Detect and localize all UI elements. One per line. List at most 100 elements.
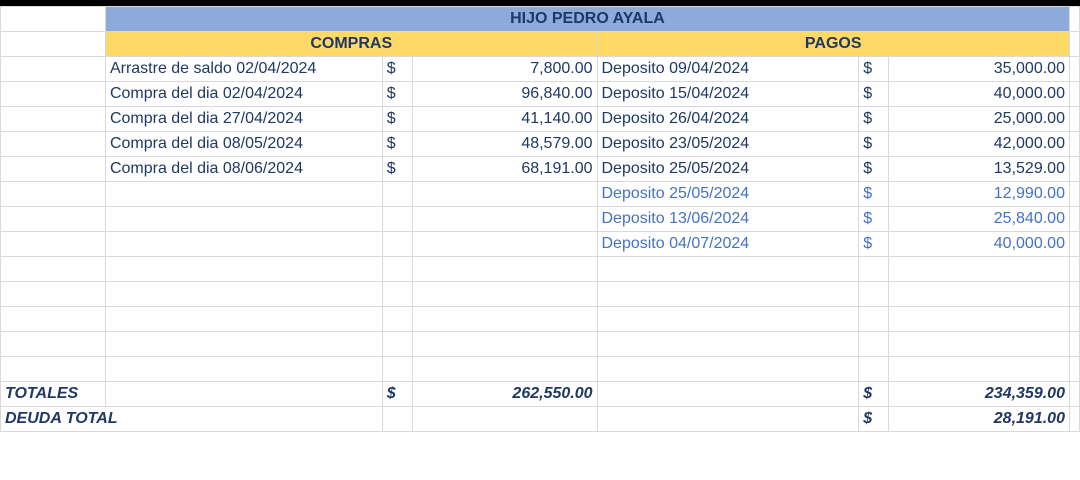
totales-compras-currency[interactable]: $ bbox=[381, 381, 413, 407]
pagos-amount-cell[interactable] bbox=[888, 331, 1070, 357]
pagos-amount-cell[interactable] bbox=[888, 281, 1070, 307]
compras-amount-cell[interactable] bbox=[411, 181, 598, 207]
pagos-amount-cell[interactable]: 40,000.00 bbox=[888, 81, 1070, 107]
row-header-cell[interactable] bbox=[0, 31, 106, 57]
empty-cell[interactable] bbox=[1068, 156, 1080, 182]
totales-label[interactable]: TOTALES bbox=[0, 381, 106, 407]
compras-concept-cell[interactable]: Arrastre de saldo 02/04/2024 bbox=[104, 56, 383, 82]
empty-cell[interactable] bbox=[1068, 6, 1080, 32]
compras-currency-cell[interactable] bbox=[381, 256, 413, 282]
compras-currency-cell[interactable] bbox=[381, 231, 413, 257]
compras-currency-cell[interactable]: $ bbox=[381, 156, 413, 182]
compras-amount-cell[interactable]: 68,191.00 bbox=[411, 156, 598, 182]
empty-cell[interactable] bbox=[1068, 81, 1080, 107]
pagos-currency-cell[interactable] bbox=[858, 256, 890, 282]
totales-pagos-currency[interactable]: $ bbox=[858, 381, 890, 407]
compras-currency-cell[interactable] bbox=[381, 281, 413, 307]
pagos-concept-cell[interactable]: Deposito 15/04/2024 bbox=[596, 81, 860, 107]
pagos-amount-cell[interactable] bbox=[888, 256, 1070, 282]
pagos-currency-cell[interactable]: $ bbox=[858, 131, 890, 157]
deuda-amount[interactable]: 28,191.00 bbox=[888, 406, 1070, 432]
compras-currency-cell[interactable] bbox=[381, 306, 413, 332]
compras-amount-cell[interactable]: 41,140.00 bbox=[411, 106, 598, 132]
compras-header[interactable]: COMPRAS bbox=[104, 31, 598, 57]
pagos-concept-cell[interactable] bbox=[596, 356, 860, 382]
compras-amount-cell[interactable] bbox=[411, 231, 598, 257]
pagos-currency-cell[interactable] bbox=[858, 356, 890, 382]
compras-currency-cell[interactable]: $ bbox=[381, 81, 413, 107]
pagos-concept-cell[interactable] bbox=[596, 331, 860, 357]
compras-concept-cell[interactable] bbox=[104, 231, 383, 257]
pagos-concept-cell[interactable]: Deposito 09/04/2024 bbox=[596, 56, 860, 82]
pagos-concept-cell[interactable]: Deposito 13/06/2024 bbox=[596, 206, 860, 232]
compras-concept-cell[interactable]: Compra del dia 02/04/2024 bbox=[104, 81, 383, 107]
compras-currency-cell[interactable] bbox=[381, 181, 413, 207]
row-header-cell[interactable] bbox=[0, 6, 106, 32]
pagos-amount-cell[interactable]: 25,000.00 bbox=[888, 106, 1070, 132]
compras-amount-cell[interactable] bbox=[411, 356, 598, 382]
compras-amount-cell[interactable]: 96,840.00 bbox=[411, 81, 598, 107]
compras-currency-cell[interactable] bbox=[381, 356, 413, 382]
compras-amount-cell[interactable]: 48,579.00 bbox=[411, 131, 598, 157]
compras-concept-cell[interactable] bbox=[104, 206, 383, 232]
row-header-cell[interactable] bbox=[0, 156, 106, 182]
pagos-concept-cell[interactable]: Deposito 25/05/2024 bbox=[596, 156, 860, 182]
pagos-concept-cell[interactable]: Deposito 25/05/2024 bbox=[596, 181, 860, 207]
empty-cell[interactable] bbox=[1068, 131, 1080, 157]
row-header-cell[interactable] bbox=[0, 356, 106, 382]
pagos-amount-cell[interactable]: 25,840.00 bbox=[888, 206, 1070, 232]
pagos-amount-cell[interactable]: 35,000.00 bbox=[888, 56, 1070, 82]
row-header-cell[interactable] bbox=[0, 106, 106, 132]
compras-amount-cell[interactable] bbox=[411, 281, 598, 307]
pagos-currency-cell[interactable]: $ bbox=[858, 231, 890, 257]
compras-amount-cell[interactable]: 7,800.00 bbox=[411, 56, 598, 82]
totales-pagos-amount[interactable]: 234,359.00 bbox=[888, 381, 1070, 407]
empty-cell[interactable] bbox=[596, 381, 860, 407]
compras-concept-cell[interactable]: Compra del dia 27/04/2024 bbox=[104, 106, 383, 132]
compras-amount-cell[interactable] bbox=[411, 256, 598, 282]
empty-cell[interactable] bbox=[1068, 31, 1080, 57]
empty-cell[interactable] bbox=[1068, 106, 1080, 132]
compras-currency-cell[interactable] bbox=[381, 206, 413, 232]
row-header-cell[interactable] bbox=[0, 231, 106, 257]
pagos-concept-cell[interactable] bbox=[596, 256, 860, 282]
pagos-amount-cell[interactable]: 40,000.00 bbox=[888, 231, 1070, 257]
empty-cell[interactable] bbox=[104, 381, 383, 407]
pagos-amount-cell[interactable] bbox=[888, 306, 1070, 332]
compras-amount-cell[interactable] bbox=[411, 331, 598, 357]
compras-currency-cell[interactable]: $ bbox=[381, 56, 413, 82]
row-header-cell[interactable] bbox=[0, 281, 106, 307]
compras-concept-cell[interactable]: Compra del dia 08/05/2024 bbox=[104, 131, 383, 157]
pagos-concept-cell[interactable] bbox=[596, 281, 860, 307]
empty-cell[interactable] bbox=[1068, 181, 1080, 207]
pagos-concept-cell[interactable] bbox=[596, 306, 860, 332]
compras-concept-cell[interactable]: Compra del dia 08/06/2024 bbox=[104, 156, 383, 182]
empty-cell[interactable] bbox=[1068, 256, 1080, 282]
compras-concept-cell[interactable] bbox=[104, 356, 383, 382]
pagos-currency-cell[interactable]: $ bbox=[858, 56, 890, 82]
compras-concept-cell[interactable] bbox=[104, 281, 383, 307]
pagos-amount-cell[interactable]: 42,000.00 bbox=[888, 131, 1070, 157]
empty-cell[interactable] bbox=[1068, 406, 1080, 432]
row-header-cell[interactable] bbox=[0, 56, 106, 82]
pagos-concept-cell[interactable]: Deposito 04/07/2024 bbox=[596, 231, 860, 257]
pagos-amount-cell[interactable] bbox=[888, 356, 1070, 382]
row-header-cell[interactable] bbox=[0, 206, 106, 232]
deuda-label[interactable]: DEUDA TOTAL bbox=[0, 406, 383, 432]
empty-cell[interactable] bbox=[1068, 306, 1080, 332]
compras-concept-cell[interactable] bbox=[104, 331, 383, 357]
empty-cell[interactable] bbox=[1068, 231, 1080, 257]
row-header-cell[interactable] bbox=[0, 131, 106, 157]
pagos-currency-cell[interactable] bbox=[858, 281, 890, 307]
empty-cell[interactable] bbox=[411, 406, 598, 432]
deuda-currency[interactable]: $ bbox=[858, 406, 890, 432]
pagos-currency-cell[interactable]: $ bbox=[858, 156, 890, 182]
empty-cell[interactable] bbox=[1068, 331, 1080, 357]
empty-cell[interactable] bbox=[596, 406, 860, 432]
pagos-currency-cell[interactable]: $ bbox=[858, 106, 890, 132]
row-header-cell[interactable] bbox=[0, 331, 106, 357]
compras-concept-cell[interactable] bbox=[104, 306, 383, 332]
compras-currency-cell[interactable]: $ bbox=[381, 106, 413, 132]
totales-compras-amount[interactable]: 262,550.00 bbox=[411, 381, 598, 407]
empty-cell[interactable] bbox=[1068, 281, 1080, 307]
